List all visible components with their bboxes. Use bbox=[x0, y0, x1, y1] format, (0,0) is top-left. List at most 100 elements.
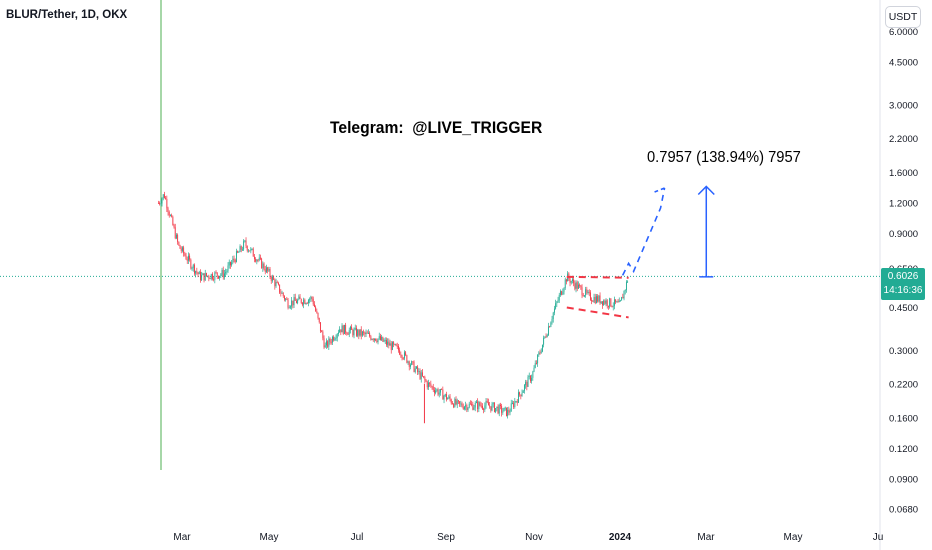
candle-body bbox=[327, 341, 329, 347]
candle-body bbox=[358, 330, 360, 336]
candle-body bbox=[210, 274, 212, 279]
candle-body bbox=[396, 345, 398, 347]
candle-body bbox=[369, 332, 371, 337]
candle-body bbox=[465, 405, 467, 407]
candle-body bbox=[316, 311, 318, 313]
candle-body bbox=[317, 312, 319, 318]
candle-body bbox=[468, 403, 470, 408]
channel-top-line[interactable] bbox=[566, 275, 629, 279]
candle-body bbox=[213, 278, 215, 280]
candle-body bbox=[613, 299, 615, 306]
projection-head[interactable] bbox=[654, 187, 665, 193]
candle-body bbox=[233, 258, 235, 260]
measure-arrowhead[interactable] bbox=[697, 185, 715, 196]
candle-body bbox=[303, 299, 305, 305]
candle-body bbox=[586, 289, 588, 293]
candle-body bbox=[186, 259, 188, 261]
candle-body bbox=[159, 203, 161, 205]
candle-body bbox=[492, 402, 494, 405]
candle-body bbox=[397, 345, 399, 351]
candle-body bbox=[225, 272, 227, 274]
candle-body bbox=[611, 306, 613, 308]
candle-body bbox=[473, 407, 475, 410]
drawings-group[interactable] bbox=[566, 185, 715, 319]
price-tick-label: 2.2000 bbox=[889, 134, 918, 145]
candle-body bbox=[222, 269, 224, 278]
candle-body bbox=[279, 284, 281, 293]
candle-body bbox=[546, 334, 548, 337]
channel-bottom-line[interactable] bbox=[566, 306, 629, 319]
candle-body bbox=[267, 267, 269, 271]
candle-body bbox=[513, 403, 515, 408]
candle-body bbox=[587, 291, 589, 293]
time-axis[interactable]: Mar May Jul Sep Nov 2024 Mar May Ju bbox=[173, 532, 883, 543]
candle-body bbox=[295, 300, 297, 304]
candle-body bbox=[580, 285, 582, 288]
candle-body bbox=[174, 227, 176, 239]
candle-body bbox=[466, 405, 468, 411]
candle-body bbox=[534, 363, 536, 368]
candle-body bbox=[528, 375, 530, 377]
candle-body bbox=[517, 392, 519, 403]
candle-body bbox=[311, 297, 313, 299]
candle-body bbox=[273, 276, 275, 280]
candle-body bbox=[246, 245, 248, 251]
projection-path[interactable] bbox=[621, 187, 666, 276]
currency-button[interactable]: USDT bbox=[885, 6, 921, 28]
candle-body bbox=[433, 390, 435, 393]
candle-body bbox=[535, 363, 537, 365]
candle-body bbox=[478, 402, 480, 410]
candle-body bbox=[585, 289, 587, 296]
candle-body bbox=[521, 392, 523, 397]
candle-body bbox=[274, 279, 276, 287]
candle-body bbox=[400, 354, 402, 356]
candle-body bbox=[187, 255, 189, 261]
price-tick-label: 1.2000 bbox=[889, 198, 918, 209]
candle-body bbox=[439, 389, 441, 393]
candle-body bbox=[511, 403, 513, 405]
telegram-annotation[interactable]: Telegram: @LIVE_TRIGGER bbox=[330, 118, 543, 137]
candle-body bbox=[379, 336, 381, 341]
candle-body bbox=[173, 225, 175, 228]
candle-body bbox=[172, 216, 174, 226]
candle-body bbox=[622, 297, 624, 299]
candle-body bbox=[363, 331, 365, 333]
candle-body bbox=[617, 301, 619, 303]
candle-body bbox=[178, 241, 180, 246]
candle-body bbox=[538, 352, 540, 355]
candle-body bbox=[384, 339, 386, 341]
candle-body bbox=[391, 342, 393, 350]
candle-body bbox=[258, 257, 260, 260]
candle-body bbox=[220, 274, 222, 276]
candle-body bbox=[333, 336, 335, 341]
candle-body bbox=[175, 234, 177, 239]
candle-body bbox=[214, 272, 216, 280]
candle-body bbox=[281, 292, 283, 294]
candle-body bbox=[519, 392, 521, 395]
candle-body bbox=[287, 299, 289, 308]
last-price-value: 0.6026 bbox=[887, 271, 919, 282]
candle-body bbox=[269, 269, 271, 277]
candle-body bbox=[419, 371, 421, 379]
candle-body bbox=[393, 342, 395, 345]
candle-body bbox=[529, 375, 531, 381]
measure-label[interactable]: 0.7957 (138.94%) 7957 bbox=[647, 149, 801, 166]
candle-body bbox=[618, 300, 620, 303]
candle-body bbox=[413, 361, 415, 372]
candle-body bbox=[179, 245, 181, 249]
candle-body bbox=[294, 297, 296, 301]
candle-body bbox=[388, 341, 390, 346]
price-tick-label: 4.5000 bbox=[889, 58, 918, 69]
candle-body bbox=[204, 272, 206, 281]
candle-body bbox=[196, 271, 198, 273]
candle-body bbox=[532, 371, 534, 378]
price-tick-label: 6.0000 bbox=[889, 27, 918, 38]
candle-body bbox=[387, 341, 389, 345]
candle-body bbox=[427, 382, 429, 388]
candle-body bbox=[193, 264, 195, 274]
candle-body bbox=[447, 398, 449, 400]
price-tick-label: 0.2200 bbox=[889, 379, 918, 390]
candle-body bbox=[367, 332, 369, 334]
candle-body bbox=[414, 368, 416, 372]
